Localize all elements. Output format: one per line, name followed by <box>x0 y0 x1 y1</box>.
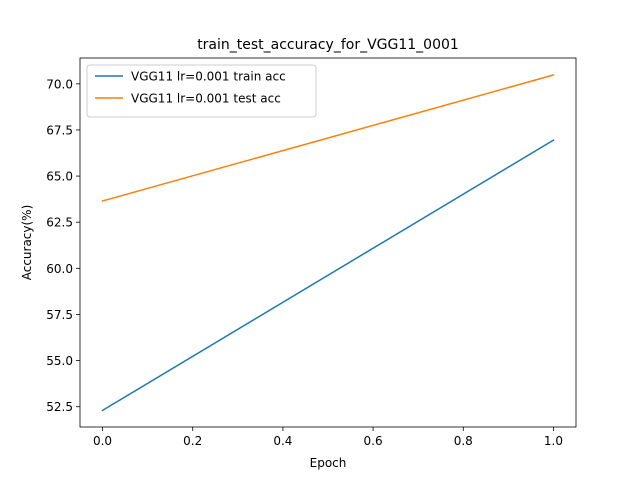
series-line-1 <box>101 74 555 202</box>
x-tick-label: 0.8 <box>454 434 473 448</box>
series-lines <box>101 74 555 412</box>
series-line-0 <box>101 139 555 412</box>
axis-ticks: 0.0 0.2 0.4 0.6 0.8 1.0 52.5 55.0 57.5 60.0 62.5 65… <box>46 77 563 448</box>
x-tick-label: 0.4 <box>273 434 292 448</box>
y-tick-label: 52.5 <box>46 400 73 414</box>
legend-label-1: VGG11 lr=0.001 test acc <box>131 92 281 106</box>
legend: VGG11 lr=0.001 train acc VGG11 lr=0.001 t… <box>86 64 317 118</box>
x-tick-label: 0.2 <box>183 434 202 448</box>
chart-title: train_test_accuracy_for_VGG11_0001 <box>197 37 459 53</box>
y-tick-label: 57.5 <box>46 308 73 322</box>
y-tick-label: 67.5 <box>46 123 73 137</box>
y-tick-label: 55.0 <box>46 354 73 368</box>
x-tick-label: 0.0 <box>93 434 112 448</box>
y-tick-label: 60.0 <box>46 262 73 276</box>
y-tick-label: 70.0 <box>46 77 73 91</box>
legend-label-0: VGG11 lr=0.001 train acc <box>131 70 286 84</box>
y-tick-label: 65.0 <box>46 170 73 184</box>
x-axis-label: Epoch <box>310 456 347 470</box>
plot-area <box>80 58 576 427</box>
legend-box <box>86 64 317 118</box>
plot-frame <box>79 57 577 428</box>
x-tick-label: 1.0 <box>544 434 563 448</box>
x-tick-label: 0.6 <box>364 434 383 448</box>
y-tick-label: 62.5 <box>46 216 73 230</box>
y-axis-label: Accuracy(%) <box>20 205 34 281</box>
